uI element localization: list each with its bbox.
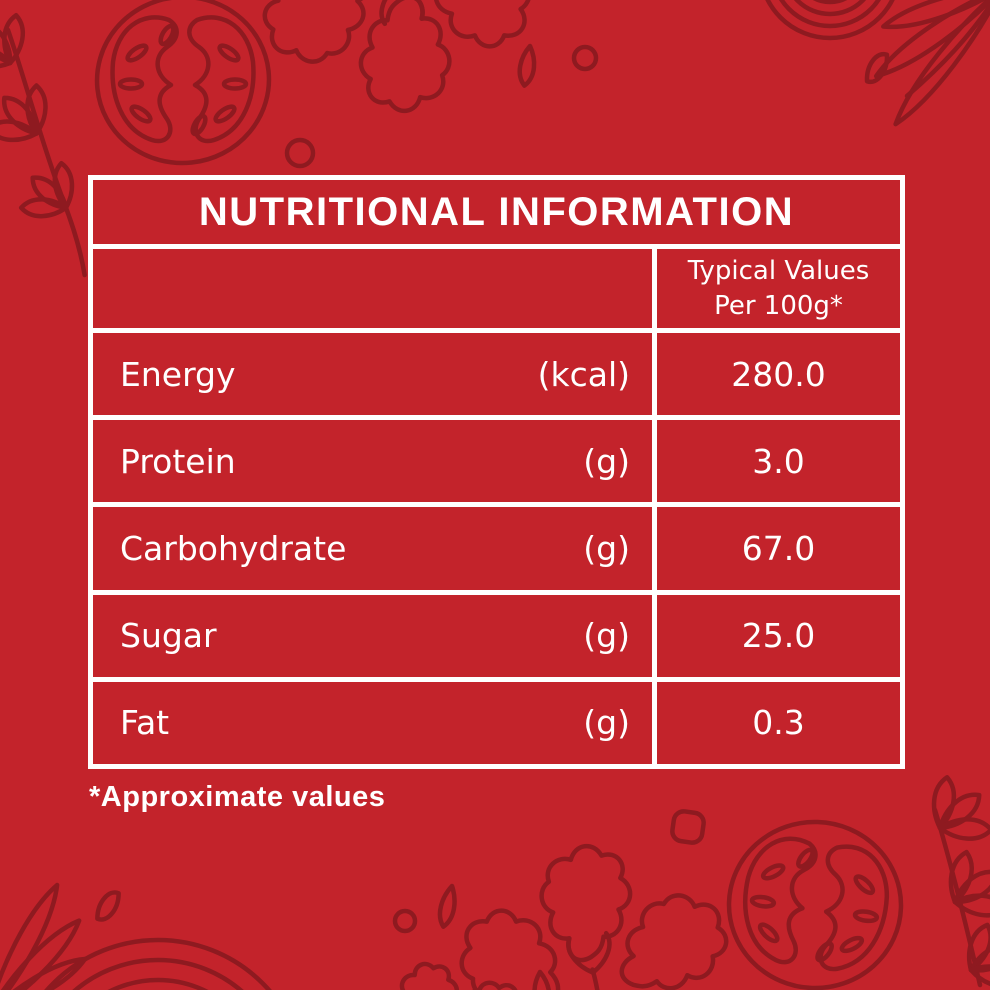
tomato-slice-icon xyxy=(89,0,277,172)
table-row-carbohydrate-value: 67.0 xyxy=(657,507,900,590)
tomato-slice-icon xyxy=(709,801,921,990)
row-label: Carbohydrate xyxy=(120,528,347,568)
droplet-icon xyxy=(518,45,537,87)
table-row-carbohydrate-name: Carbohydrate (g) xyxy=(93,507,652,590)
row-unit: (kcal) xyxy=(537,354,630,394)
table-row-sugar-name: Sugar (g) xyxy=(93,594,652,677)
seed-icon xyxy=(671,810,705,844)
header-spacer-cell xyxy=(93,249,652,328)
parsley-leaf-icon xyxy=(235,0,563,131)
footnote: *Approximate values xyxy=(89,781,386,813)
row-label: Sugar xyxy=(120,616,217,656)
droplet-icon xyxy=(437,885,459,928)
column-header-line1: Typical Values xyxy=(687,255,870,286)
column-header-line2: Per 100g* xyxy=(714,290,843,321)
table-row-sugar-value: 25.0 xyxy=(657,594,900,677)
parsley-leaf-icon xyxy=(459,0,649,10)
row-unit: (g) xyxy=(583,703,630,743)
table-row-protein-value: 3.0 xyxy=(657,420,900,503)
flower-sprig-icon xyxy=(0,0,129,275)
table-row-energy-name: Energy (kcal) xyxy=(93,333,652,416)
grass-blades-icon xyxy=(0,881,90,990)
nutrition-table: NUTRITIONAL INFORMATION Typical Values P… xyxy=(88,175,905,769)
petal-burst-icon xyxy=(871,0,990,130)
row-label: Energy xyxy=(120,354,236,394)
droplet-icon xyxy=(533,971,551,990)
dot-icon xyxy=(395,911,415,931)
table-title: NUTRITIONAL INFORMATION xyxy=(93,180,900,244)
row-label: Protein xyxy=(120,441,236,481)
dot-icon xyxy=(574,47,596,69)
tomato-top-arcs-icon xyxy=(10,940,306,990)
table-row-energy-value: 280.0 xyxy=(657,333,900,416)
row-label: Fat xyxy=(120,703,170,743)
table-row-protein-name: Protein (g) xyxy=(93,420,652,503)
table-row-fat-value: 0.3 xyxy=(657,681,900,764)
row-unit: (g) xyxy=(583,528,630,568)
parsley-leaf-icon xyxy=(326,933,554,990)
parsley-leaf-icon xyxy=(428,826,756,990)
parsley-leaf-icon xyxy=(516,0,691,2)
table-row-fat-name: Fat (g) xyxy=(93,681,652,764)
row-unit: (g) xyxy=(583,441,630,481)
dot-icon xyxy=(287,140,313,166)
seed-icon xyxy=(90,890,126,921)
column-header-typical-values: Typical Values Per 100g* xyxy=(657,249,900,328)
flower-sprig-icon xyxy=(908,763,990,990)
tomato-top-arcs-icon xyxy=(760,0,900,38)
row-unit: (g) xyxy=(583,616,630,656)
